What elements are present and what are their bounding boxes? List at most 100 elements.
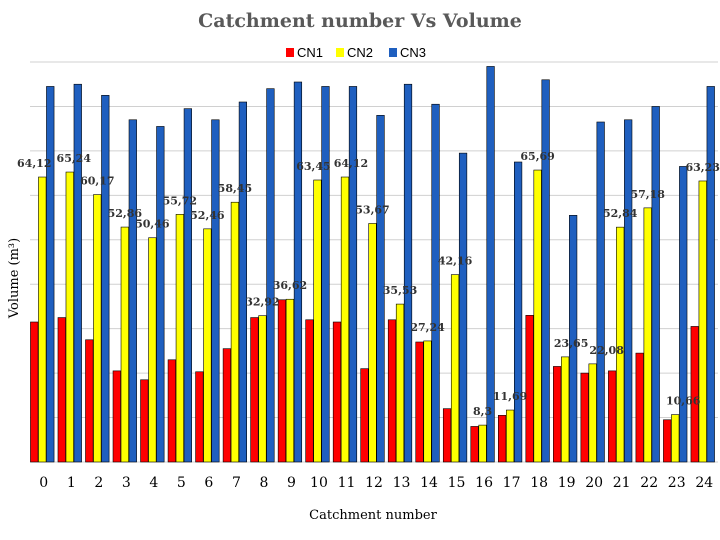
x-tick-label-20: 20 bbox=[585, 475, 603, 491]
data-label-cn2-16: 8,3 bbox=[473, 405, 492, 418]
bar-cn1-8 bbox=[250, 317, 259, 463]
x-tick-label-2: 2 bbox=[94, 475, 103, 491]
bar-cn3-3 bbox=[128, 119, 137, 463]
bar-cn1-22 bbox=[635, 352, 644, 463]
data-label-cn2-13: 35,53 bbox=[383, 284, 417, 297]
x-tick-label-7: 7 bbox=[232, 475, 241, 491]
bars bbox=[30, 66, 715, 463]
legend: CN1 CN2 CN3 bbox=[286, 45, 426, 60]
bar-cn2-12 bbox=[368, 223, 377, 463]
data-label-cn2-22: 57,18 bbox=[630, 188, 665, 201]
bar-cn1-4 bbox=[140, 379, 149, 463]
data-label-cn2-12: 53,67 bbox=[355, 203, 389, 216]
data-label-cn2-14: 27,24 bbox=[410, 321, 445, 334]
data-label-cn2-23: 10,66 bbox=[666, 395, 701, 408]
bar-cn3-2 bbox=[101, 95, 110, 463]
bar-cn2-24 bbox=[698, 180, 707, 463]
bar-cn1-7 bbox=[222, 348, 232, 463]
bar-cn3-10 bbox=[321, 86, 330, 463]
y-axis-title: Volume (m³) bbox=[7, 238, 22, 319]
bar-cn2-2 bbox=[93, 194, 102, 463]
x-tick-label-6: 6 bbox=[204, 475, 213, 491]
x-tick-label-18: 18 bbox=[530, 475, 548, 491]
bar-cn3-17 bbox=[513, 161, 523, 463]
bar-cn1-20 bbox=[580, 372, 589, 463]
data-label-cn2-0: 64,12 bbox=[17, 157, 51, 170]
data-label-cn2-18: 65,69 bbox=[520, 150, 554, 163]
bar-cn1-9 bbox=[277, 299, 287, 463]
data-label-cn2-15: 42,16 bbox=[438, 255, 473, 268]
bar-cn3-22 bbox=[651, 106, 660, 463]
x-tick-label-1: 1 bbox=[67, 475, 76, 491]
bar-cn2-5 bbox=[175, 214, 184, 463]
bar-cn1-12 bbox=[360, 368, 369, 463]
bar-cn2-21 bbox=[616, 226, 625, 463]
bar-cn2-20 bbox=[588, 363, 597, 463]
bar-cn2-17 bbox=[505, 409, 515, 463]
x-tick-label-17: 17 bbox=[503, 475, 521, 491]
bar-cn2-22 bbox=[643, 207, 652, 463]
bar-cn3-18 bbox=[541, 79, 550, 463]
bar-cn1-21 bbox=[608, 370, 617, 463]
bar-cn1-10 bbox=[305, 319, 314, 463]
bar-cn1-5 bbox=[167, 359, 176, 463]
x-tick-label-14: 14 bbox=[420, 475, 438, 491]
bar-cn2-3 bbox=[120, 226, 129, 463]
bar-cn2-11 bbox=[340, 176, 350, 463]
bar-cn3-20 bbox=[596, 121, 605, 463]
chart-title: Catchment number Vs Volume bbox=[198, 10, 522, 32]
bar-cn2-19 bbox=[561, 356, 570, 463]
bar-cn3-14 bbox=[431, 103, 440, 463]
x-tick-label-15: 15 bbox=[448, 475, 466, 491]
x-tick-label-12: 12 bbox=[365, 475, 383, 491]
data-label-cn2-19: 23,65 bbox=[554, 337, 588, 350]
bar-cn1-16 bbox=[470, 426, 479, 463]
bar-cn3-5 bbox=[183, 108, 192, 463]
bar-cn1-17 bbox=[497, 415, 507, 463]
bar-cn3-6 bbox=[211, 119, 220, 463]
bar-cn1-11 bbox=[332, 321, 342, 463]
bar-cn1-3 bbox=[112, 370, 121, 463]
bar-cn2-6 bbox=[203, 228, 212, 463]
bar-cn2-14 bbox=[423, 340, 432, 463]
bar-cn2-4 bbox=[148, 237, 157, 463]
data-label-cn2-6: 52,46 bbox=[190, 209, 225, 222]
data-label-cn2-8: 32,92 bbox=[245, 296, 279, 309]
bar-cn1-15 bbox=[442, 408, 452, 463]
bar-cn3-0 bbox=[46, 86, 55, 463]
data-label-cn2-5: 55,72 bbox=[163, 194, 197, 207]
bar-cn2-1 bbox=[65, 171, 74, 463]
x-tick-label-8: 8 bbox=[259, 475, 268, 491]
x-tick-label-24: 24 bbox=[695, 475, 713, 491]
bar-cn2-16 bbox=[478, 424, 487, 463]
bar-cn3-12 bbox=[376, 115, 385, 463]
bar-cn2-15 bbox=[450, 274, 460, 463]
x-tick-label-9: 9 bbox=[287, 475, 296, 491]
bar-cn3-8 bbox=[266, 88, 275, 463]
bar-cn2-18 bbox=[533, 169, 542, 463]
x-tick-label-4: 4 bbox=[149, 475, 158, 491]
bar-cn1-0 bbox=[30, 321, 39, 463]
data-label-cn2-11: 64,12 bbox=[334, 157, 368, 170]
x-tick-labels: 0 1 2 3 4 5 6 7 8 9 10 11 12 13 14 15 16 17 18 19 20 21 22 23 24 bbox=[39, 475, 713, 491]
bar-cn3-4 bbox=[156, 126, 165, 463]
legend-swatch-cn1 bbox=[286, 48, 294, 57]
data-label-cn2-3: 52,86 bbox=[108, 207, 143, 220]
bar-cn2-8 bbox=[258, 315, 267, 463]
legend-label-cn3: CN3 bbox=[400, 45, 426, 60]
bar-cn1-24 bbox=[690, 326, 699, 463]
data-label-cn2-7: 58,45 bbox=[218, 182, 252, 195]
x-tick-label-3: 3 bbox=[122, 475, 131, 491]
legend-label-cn2: CN2 bbox=[347, 45, 373, 60]
data-label-cn2-17: 11,69 bbox=[493, 390, 527, 403]
x-tick-label-22: 22 bbox=[640, 475, 658, 491]
bar-cn3-24 bbox=[706, 86, 715, 463]
x-axis-title: Catchment number bbox=[309, 508, 437, 523]
data-label-cn2-2: 60,17 bbox=[80, 175, 114, 188]
x-tick-label-5: 5 bbox=[177, 475, 186, 491]
bar-cn2-7 bbox=[230, 201, 240, 463]
data-label-cn2-4: 50,46 bbox=[135, 218, 170, 231]
bar-cn3-11 bbox=[348, 86, 358, 463]
bar-cn1-18 bbox=[525, 315, 534, 463]
